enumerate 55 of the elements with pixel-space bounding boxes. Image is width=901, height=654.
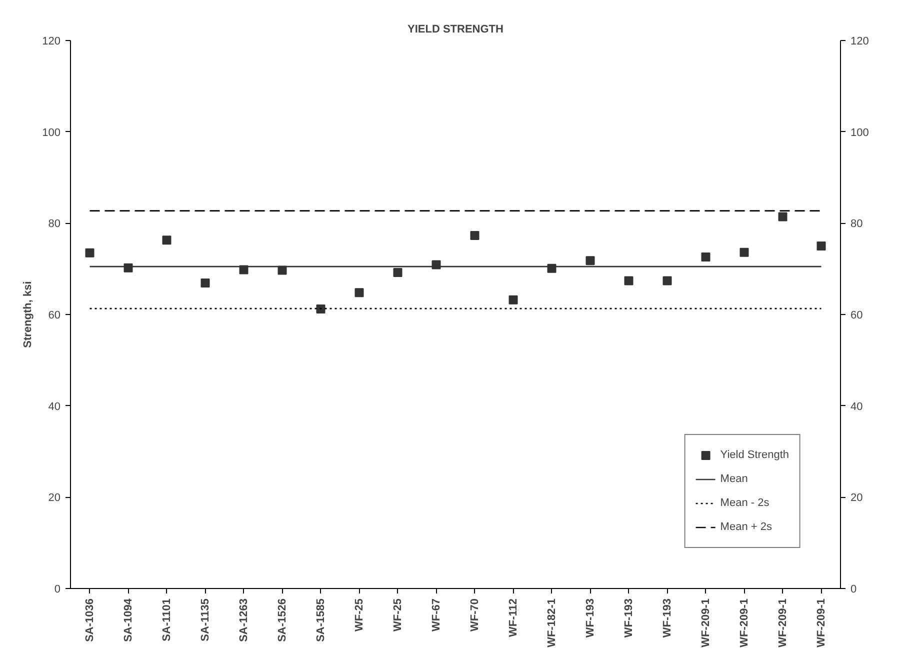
y2-tick-label: 0: [850, 584, 857, 596]
point: [701, 252, 710, 262]
legend-label: Yield Strength: [720, 449, 789, 461]
point: [508, 295, 518, 304]
x-tick-label: WF-193: [584, 598, 596, 638]
point: [586, 256, 595, 266]
point: [162, 236, 172, 245]
y-tick-label: 80: [48, 218, 61, 230]
x-tick-label: SA-1094: [122, 598, 134, 642]
y2-tick-label: 80: [850, 218, 863, 230]
point: [393, 268, 402, 277]
x-tick-label: SA-1101: [160, 598, 173, 642]
point: [816, 242, 826, 250]
y-tick-label: 120: [42, 36, 61, 48]
x-tick-label: WF-193: [622, 598, 635, 638]
chart-title: YIELD STRENGTH: [408, 24, 504, 36]
x-tick-label: WF-25: [353, 598, 366, 632]
x-tick-label: WF-25: [392, 598, 404, 632]
point: [662, 276, 672, 286]
y2-tick-label: 60: [850, 310, 863, 322]
y-tick-label: 20: [48, 492, 61, 504]
point: [316, 304, 326, 314]
y-tick-label: 100: [42, 126, 61, 139]
x-tick-label: WF-209-1: [776, 598, 789, 648]
y-tick-label: 40: [48, 400, 61, 413]
x-tick-label: WF-209-1: [738, 598, 750, 648]
y2-tick-label: 120: [850, 36, 869, 48]
x-tick-label: WF-67: [430, 598, 442, 632]
x-tick-label: WF-209-1: [700, 598, 712, 648]
x-tick-label: SA-1585: [314, 598, 327, 642]
y2-tick-label: 20: [850, 492, 863, 504]
x-tick-label: WF-70: [468, 598, 481, 632]
y-tick-label: 60: [48, 310, 61, 322]
legend-label: Mean: [720, 473, 748, 485]
legend-label: Mean + 2s: [720, 521, 772, 533]
point: [354, 288, 364, 298]
x-tick-label: WF-182-1: [546, 598, 558, 648]
y2-tick-label: 40: [850, 400, 863, 413]
x-tick-label: SA-1526: [276, 598, 288, 642]
y-axis-title: Strength, ksi: [22, 281, 34, 348]
x-tick-label: SA-1135: [199, 598, 212, 642]
x-tick-label: WF-112: [507, 598, 520, 638]
legend-label: Mean - 2s: [720, 497, 770, 509]
point: [85, 248, 94, 258]
point: [200, 278, 210, 288]
point: [624, 276, 634, 286]
y-tick-label: 0: [54, 584, 61, 596]
point: [778, 212, 788, 222]
x-tick-label: WF-193: [661, 598, 674, 638]
x-tick-label: WF-209-1: [815, 598, 828, 648]
y2-tick-label: 100: [850, 126, 869, 139]
point: [470, 230, 480, 240]
x-tick-label: SA-1263: [238, 598, 250, 642]
point: [740, 248, 749, 257]
x-tick-label: SA-1036: [84, 598, 96, 642]
